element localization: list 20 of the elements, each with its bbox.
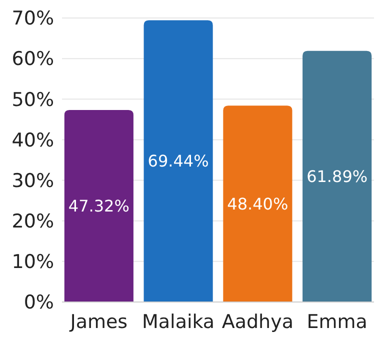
y-tick-label: 70%	[12, 8, 54, 30]
bar	[64, 110, 134, 302]
data-label: 47.32%	[68, 196, 130, 216]
data-label: 48.40%	[227, 194, 288, 214]
y-tick-label: 40%	[12, 129, 54, 152]
y-tick-label: 30%	[12, 170, 54, 192]
x-tick-label: Aadhya	[222, 311, 294, 333]
x-tick-label: Malaika	[142, 311, 215, 333]
data-label: 69.44%	[148, 152, 209, 171]
bar	[223, 106, 292, 302]
bar	[144, 20, 213, 302]
bar	[302, 50, 372, 302]
x-tick-label: James	[69, 311, 128, 333]
x-tick-label: Emma	[306, 311, 368, 333]
y-tick-label: 0%	[24, 292, 54, 314]
y-tick-label: 50%	[12, 88, 54, 111]
y-tick-label: 10%	[12, 251, 54, 274]
y-tick-label: 60%	[12, 48, 54, 70]
data-label: 61.89%	[306, 167, 368, 186]
y-tick-label: 20%	[12, 210, 54, 233]
